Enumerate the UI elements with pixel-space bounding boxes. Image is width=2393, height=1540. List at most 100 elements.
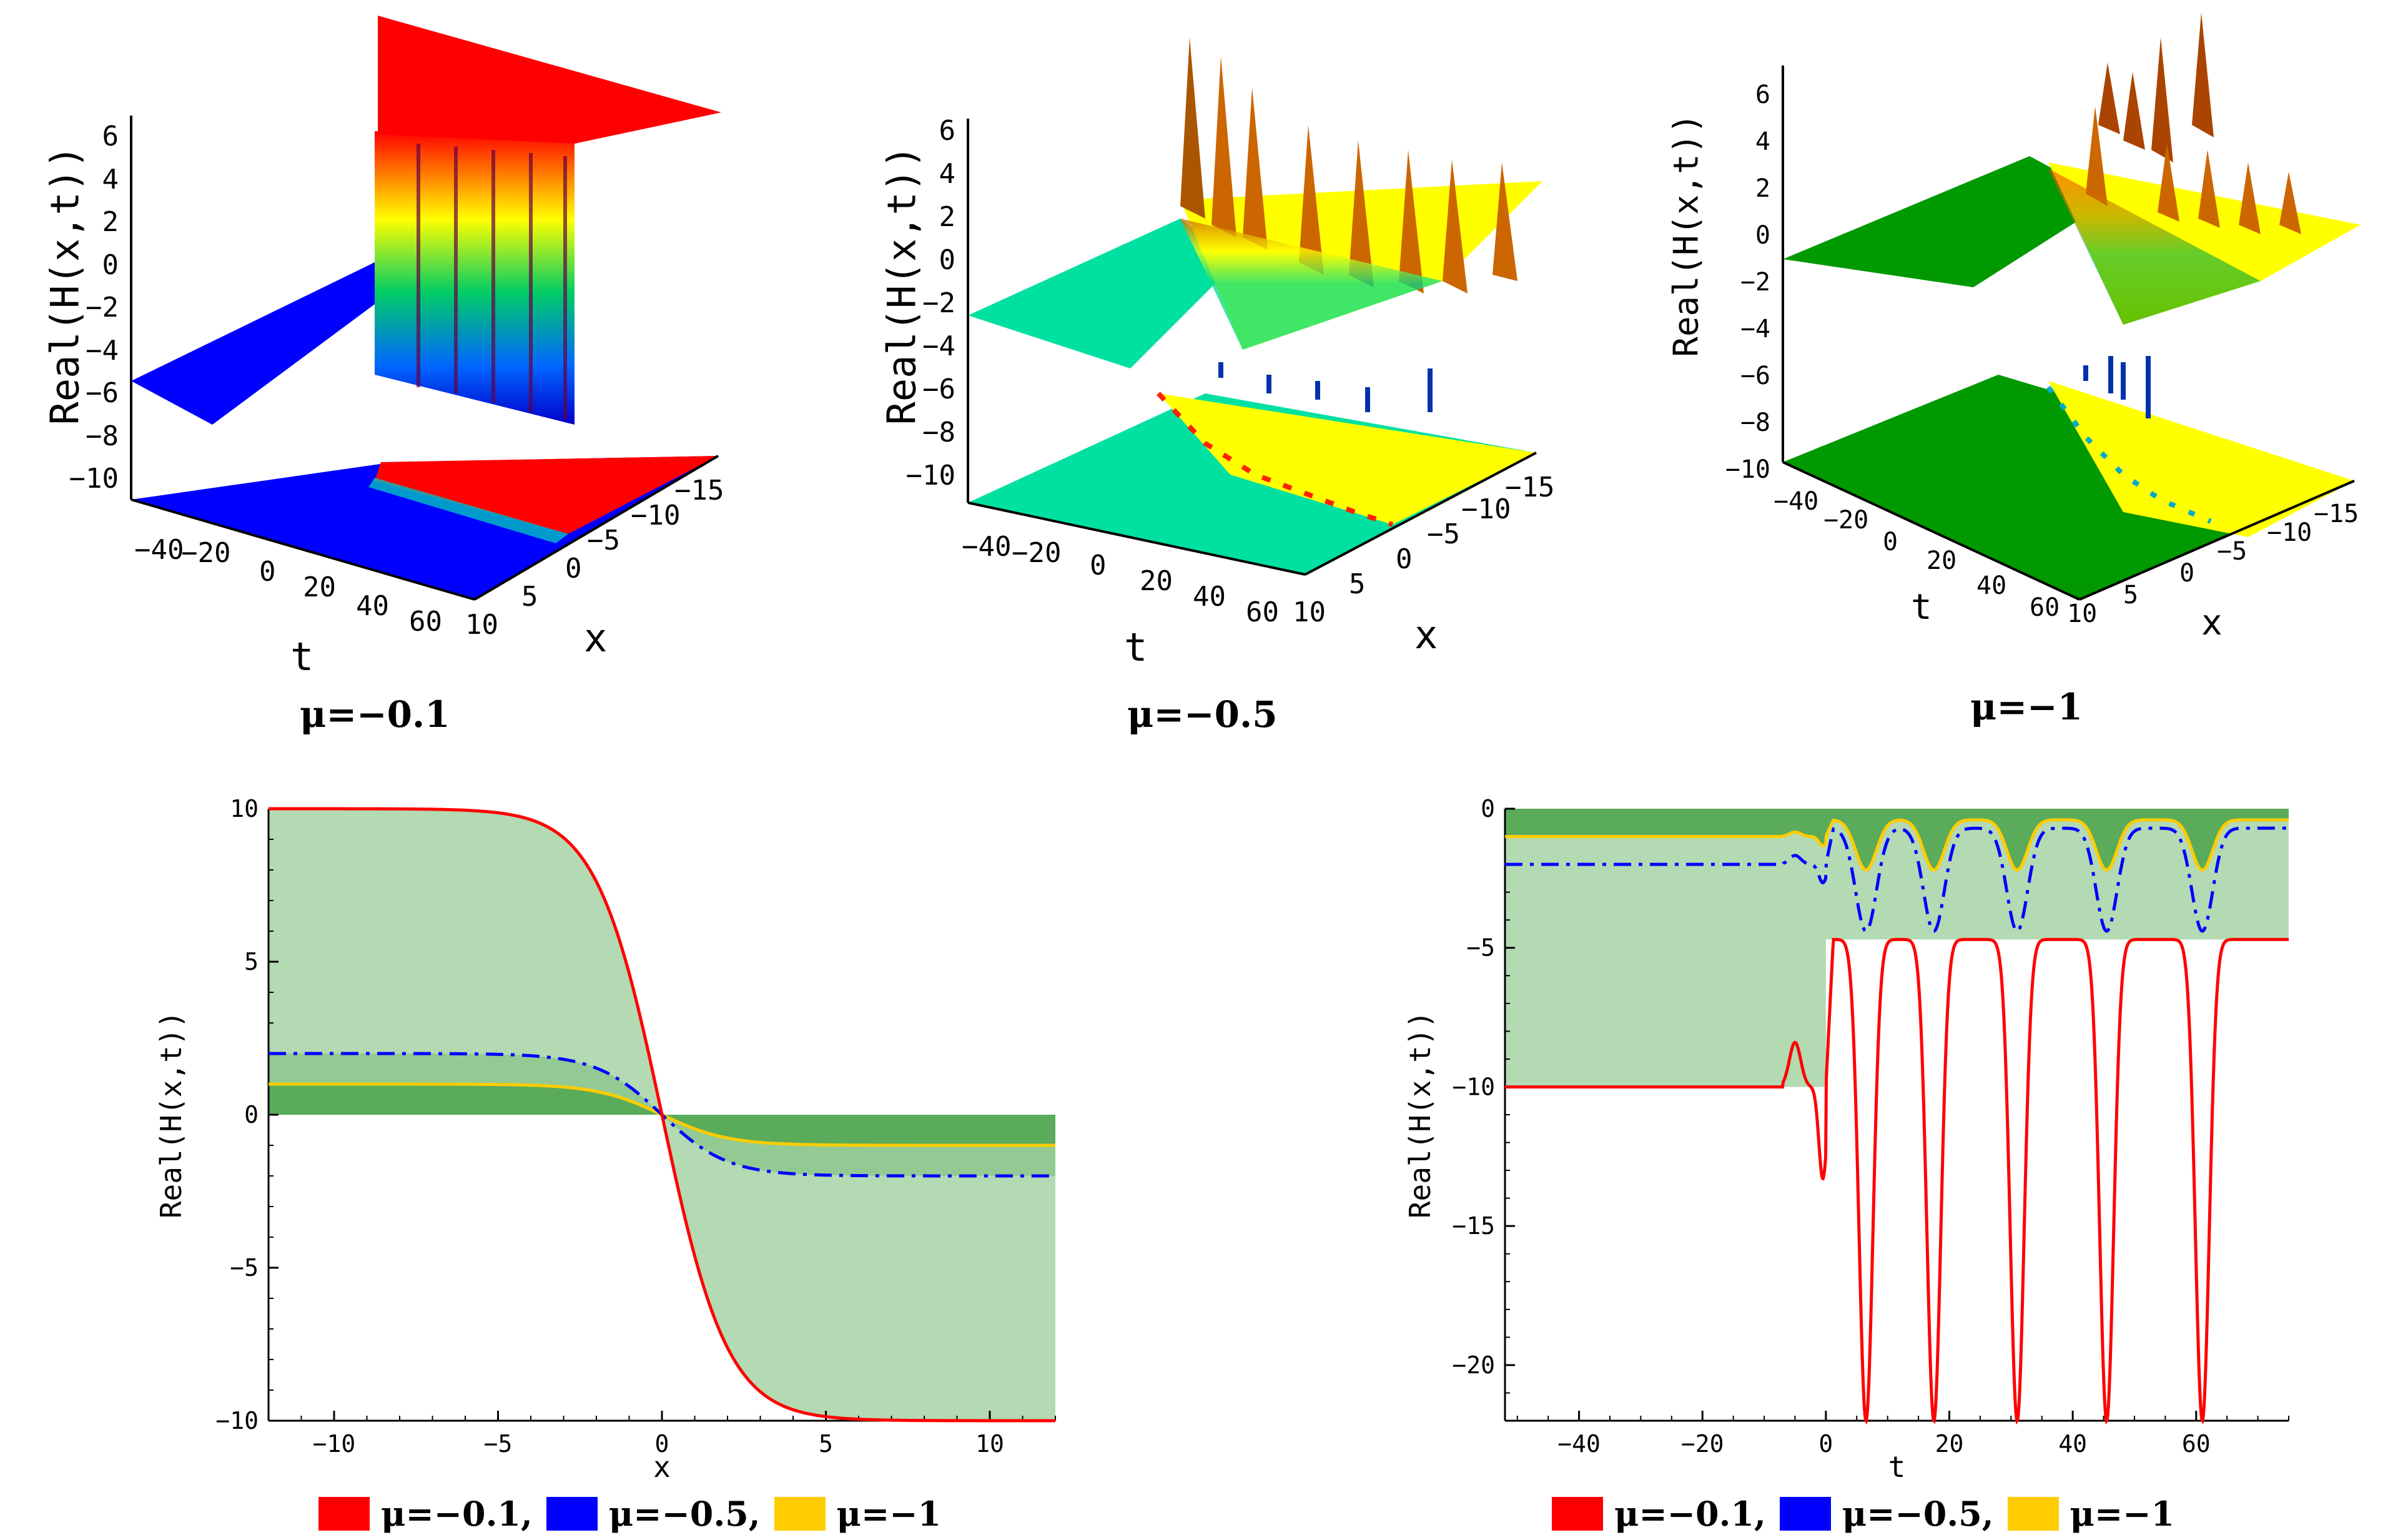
lower-plane-red: [375, 456, 718, 534]
x-tick: −5: [587, 525, 620, 556]
x-tick: 0: [565, 553, 582, 585]
wall-ripples: [417, 144, 567, 420]
x-tick: 0: [2179, 559, 2195, 588]
upper-plane-blue: [131, 262, 406, 425]
x-tick-label: −10: [313, 1430, 356, 1458]
y-tick-label: 5: [244, 948, 259, 975]
x-tick-label: 10: [975, 1430, 1004, 1458]
x-tick: −5: [1427, 518, 1460, 550]
caption-mu-0-5: μ=−0.5: [1127, 693, 1278, 736]
t-tick: 40: [356, 590, 389, 622]
legend-label: μ=−0.5,: [608, 1494, 761, 1534]
x-tick: −15: [2314, 500, 2359, 528]
line-chart-t: −40 −20 0 20 40 60 0 −5 −10 −15 −20 t Real(H(x,t)): [1187, 774, 2393, 1540]
t-tick: 40: [1193, 581, 1226, 613]
t-tick: 0: [1090, 550, 1107, 581]
x-tick: −10: [2267, 518, 2312, 547]
t-tick: 0: [259, 556, 276, 588]
x-tick-label: 20: [1935, 1430, 1964, 1458]
x-tick: −10: [631, 500, 681, 531]
x-tick-label: 0: [655, 1430, 669, 1458]
z-axis-label: Real(H(x,t)): [1666, 113, 1706, 357]
x-tick: 5: [521, 581, 538, 613]
x-tick: 0: [1396, 543, 1413, 575]
y-tick-label: 10: [230, 795, 259, 822]
x-tick-label: −40: [1557, 1430, 1601, 1458]
surface-plot-2: [967, 37, 1542, 576]
y-tick-label: −10: [215, 1407, 259, 1434]
series-line-0: [1505, 937, 2289, 1425]
legend-swatch-blue: [546, 1497, 598, 1531]
legend-swatch-gold: [774, 1497, 826, 1531]
legend-swatch-blue: [1779, 1497, 1831, 1531]
legend-item-gold: μ=−1: [774, 1494, 942, 1534]
lower-plane-green: [1783, 375, 2354, 600]
legend-swatch-gold: [2007, 1497, 2059, 1531]
area-fill-red: [1505, 809, 2289, 1087]
y-tick-label: −5: [230, 1254, 259, 1281]
x-tick-label: 60: [2182, 1430, 2211, 1458]
line-chart-x-svg: −10 −5 0 5 10 −10 −5 0 5 10 x Real(H(x,t)): [154, 795, 1056, 1484]
surface-folds: [2048, 169, 2261, 325]
t-tick: 40: [1976, 571, 2007, 600]
y-tick-label: −10: [1452, 1073, 1495, 1100]
x-tick: 5: [1349, 568, 1366, 600]
x-tick: 10: [465, 609, 498, 641]
legend-label: μ=−1: [2070, 1494, 2175, 1534]
t-tick: −20: [1823, 506, 1869, 535]
t-tick: 60: [2030, 593, 2060, 622]
series-line-2: [1505, 818, 2289, 872]
caption-mu-1: μ=−1: [1970, 686, 2083, 728]
x-tick-label: −5: [484, 1430, 513, 1458]
x-tick: −15: [674, 475, 724, 506]
legend-label: μ=−0.5,: [1842, 1494, 1994, 1534]
y-tick-label: −15: [1452, 1212, 1495, 1240]
x-tick: −5: [2217, 537, 2247, 566]
surface-plot-3: [1782, 12, 2361, 601]
area-fill-gold: [1505, 809, 2289, 870]
x-tick: 10: [2067, 600, 2098, 628]
legend-label: μ=−0.1,: [381, 1494, 533, 1534]
y-tick-label: −5: [1466, 934, 1495, 962]
lower-plane-yellow: [1158, 393, 1536, 525]
legend-swatch-red: [1552, 1497, 1603, 1531]
legend-item-blue: μ=−0.5,: [1779, 1494, 1994, 1534]
legend-label: μ=−1: [836, 1494, 942, 1534]
y-tick-label: 0: [244, 1101, 259, 1128]
surface-folds: [1180, 219, 1443, 350]
axes: [967, 119, 1537, 576]
t-tick: 60: [409, 606, 442, 638]
t-tick: 0: [1883, 528, 1898, 556]
t-axis-label: t: [290, 634, 314, 679]
x-tick-label: 0: [1818, 1430, 1833, 1458]
t-axis-label: t: [1124, 624, 1148, 670]
surface-peaks: [1180, 37, 1517, 294]
line-chart-t-svg: −40 −20 0 20 40 60 0 −5 −10 −15 −20 t Real(H(x,t)): [1403, 795, 2289, 1484]
caption-mu-0-1: μ=−0.1: [300, 693, 450, 736]
lower-plane-ridge: [368, 478, 568, 543]
legend-item-blue: μ=−0.5,: [546, 1494, 761, 1534]
x-tick: 10: [1293, 596, 1326, 628]
legend-x: μ=−0.1, μ=−0.5, μ=−1: [318, 1494, 955, 1534]
surface-peaks: [2086, 12, 2301, 234]
y-axis-label: Real(H(x,t)): [1403, 1011, 1437, 1218]
x-tick-label: 40: [2058, 1430, 2087, 1458]
t-tick: −40: [1774, 487, 1819, 516]
axes: [130, 116, 719, 601]
area-fill-red: [269, 809, 1055, 1421]
t-tick: 20: [1140, 565, 1173, 597]
y-tick-label: 0: [1481, 795, 1495, 822]
legend-swatch-red: [318, 1497, 370, 1531]
t-tick: −20: [181, 537, 231, 569]
t-axis-label: t: [1911, 587, 1932, 628]
t-tick: −40: [962, 531, 1012, 563]
lower-plane-yellow: [2048, 381, 2354, 537]
line-chart-x: −10 −5 0 5 10 −10 −5 0 5 10 x Real(H(x,t)): [0, 774, 1187, 1540]
y-tick-label: −20: [1452, 1351, 1495, 1379]
t-tick: −40: [134, 534, 184, 566]
